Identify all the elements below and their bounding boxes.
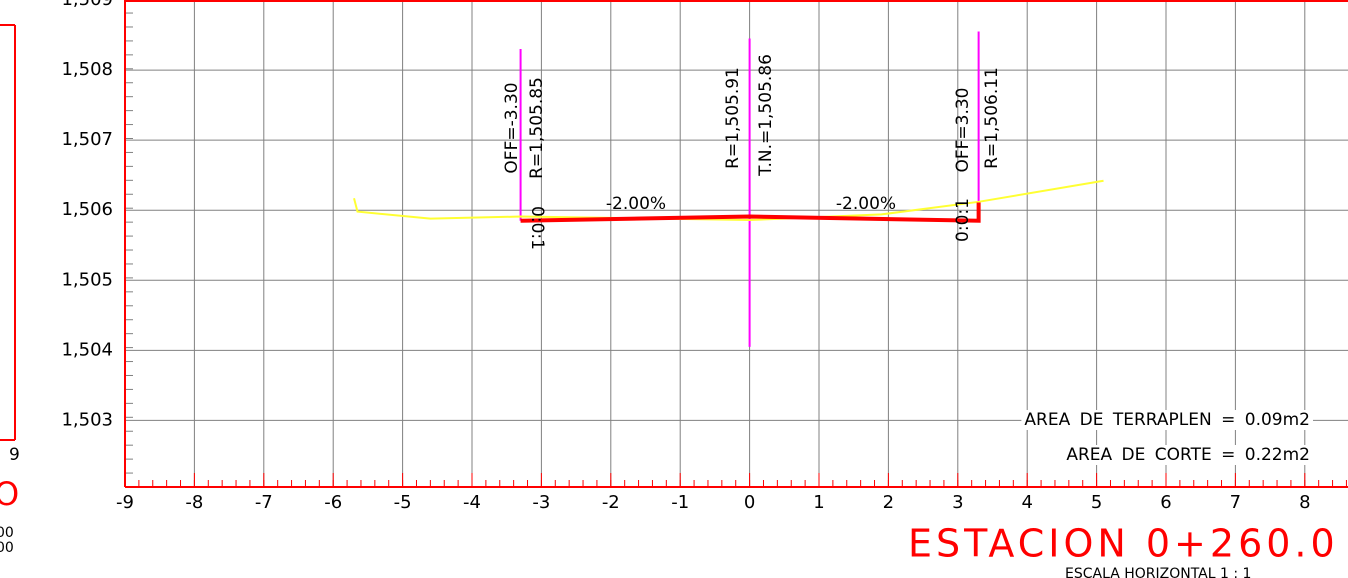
x-tick-label: 4	[1021, 492, 1032, 513]
annotation: 0:0:1	[953, 198, 973, 242]
x-tick-label: -2	[602, 492, 620, 513]
y-tick-label: 1,508	[61, 59, 113, 80]
left-fragment-text: 9	[9, 445, 20, 465]
annotation: R=1,506.11	[982, 67, 1002, 169]
y-tick-label: 1,504	[61, 339, 113, 360]
area-label: AREA DE TERRAPLEN = 0.09m2	[1024, 410, 1310, 430]
x-tick-label: -7	[255, 492, 273, 513]
x-tick-label: -3	[532, 492, 550, 513]
left-fragment-text: 00	[0, 540, 14, 556]
y-tick-label: 1,505	[61, 269, 113, 290]
y-tick-label: 1,507	[61, 129, 113, 150]
area-bg	[1021, 410, 1313, 430]
x-tick-label: 3	[952, 492, 963, 513]
annotation: -2.00%	[606, 194, 666, 214]
annotation: 0:0:1	[527, 206, 547, 250]
x-tick-label: 0	[744, 492, 755, 513]
scale-note: ESCALA HORIZONTAL 1 : 1	[1065, 566, 1251, 578]
x-tick-label: -8	[185, 492, 203, 513]
left-fragment-text: O	[0, 475, 19, 513]
series-line	[520, 202, 981, 223]
annotation: OFF=-3.30	[502, 82, 522, 173]
x-tick-label: 5	[1091, 492, 1102, 513]
y-tick-label: 1,506	[61, 199, 113, 220]
x-tick-label: -5	[394, 492, 412, 513]
section-title: ESTACION 0+260.0	[908, 522, 1339, 566]
annotation: -2.00%	[836, 194, 896, 214]
area-label: AREA DE CORTE = 0.22m2	[1066, 445, 1310, 465]
x-tick-label: 7	[1230, 492, 1241, 513]
area-bg	[1063, 445, 1313, 465]
x-tick-label: 6	[1160, 492, 1171, 513]
x-tick-label: -4	[463, 492, 481, 513]
x-tick-label: 2	[883, 492, 894, 513]
annotation: T.N.=1,505.86	[756, 54, 776, 177]
y-tick-label: 1,503	[61, 409, 113, 430]
annotation: R=1,505.91	[723, 67, 743, 169]
x-tick-label: -9	[116, 492, 134, 513]
x-tick-label: -6	[324, 492, 342, 513]
x-tick-label: 1	[813, 492, 824, 513]
annotation: R=1,505.85	[527, 77, 547, 179]
x-tick-label: -1	[671, 492, 689, 513]
y-tick-label: 1,509	[61, 0, 113, 10]
annotation: OFF=3.30	[953, 87, 973, 172]
x-tick-label: 8	[1299, 492, 1310, 513]
series-line	[353, 179, 1104, 222]
left-fragment-text: 00	[0, 525, 14, 541]
